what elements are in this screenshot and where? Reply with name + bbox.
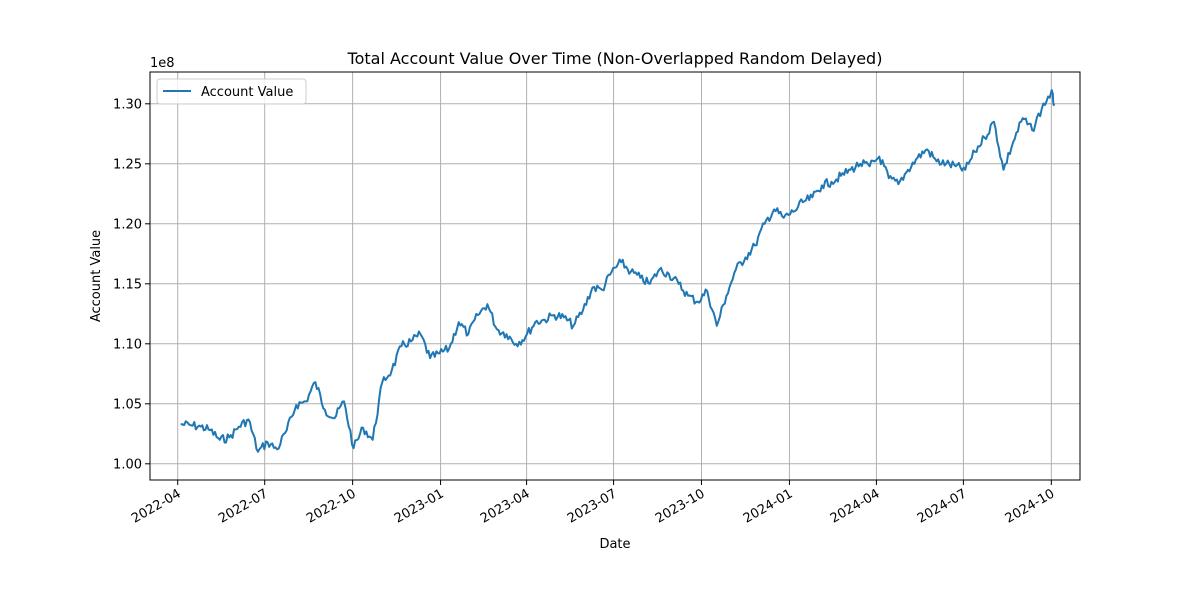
y-offset-label: 1e8	[150, 56, 175, 71]
y-tick-label: 1.20	[113, 217, 142, 232]
y-tick-label: 1.00	[113, 457, 142, 472]
y-tick-label: 1.30	[113, 97, 142, 112]
x-axis-label: Date	[599, 537, 630, 552]
y-axis-ticks: 1.00 1.05 1.10 1.15 1.20 1.25 1.30	[113, 97, 150, 472]
y-tick-label: 1.05	[113, 397, 142, 412]
series-lines	[180, 89, 1056, 453]
grid-lines	[150, 72, 1080, 480]
y-tick-label: 1.10	[113, 337, 142, 352]
y-axis-label: Account Value	[89, 230, 104, 322]
legend-label: Account Value	[201, 85, 293, 100]
legend-box	[156, 78, 307, 105]
chart-title: Total Account Value Over Time (Non-Overl…	[347, 49, 883, 68]
legend: Account Value	[156, 78, 307, 105]
plot-frame	[149, 71, 1081, 481]
series-line-account-value	[180, 89, 1056, 453]
y-tick-label: 1.15	[113, 277, 142, 292]
y-tick-label: 1.25	[113, 157, 142, 172]
